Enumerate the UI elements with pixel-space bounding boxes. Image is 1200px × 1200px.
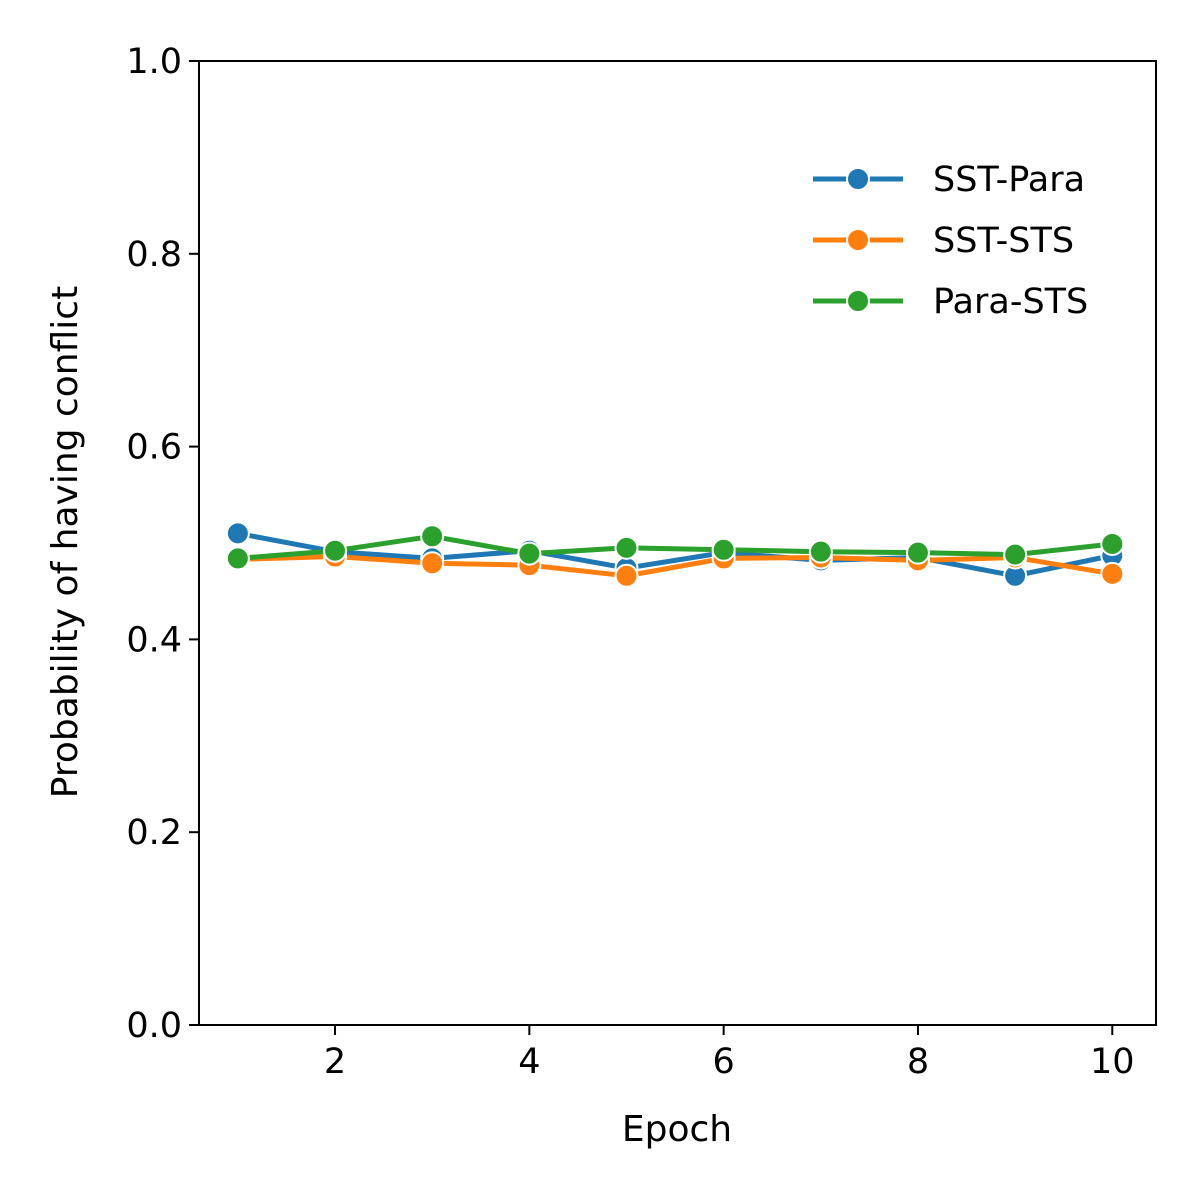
series-line-sst-para <box>237 530 1113 579</box>
data-point-para-sts <box>1003 542 1028 567</box>
series-line-para-sts <box>237 533 1113 561</box>
legend-entry-sst-para: SST-Para <box>813 160 1085 200</box>
y-tick-label: 0.6 <box>126 428 182 468</box>
data-point-sst-sts <box>614 563 639 588</box>
y-tick-label: 0.2 <box>126 813 182 853</box>
y-tick-label: 0.4 <box>126 620 182 660</box>
data-point-para-sts <box>905 540 930 565</box>
data-point-para-sts <box>711 537 736 562</box>
x-axis: 2 4 6 8 10 <box>324 1025 1135 1082</box>
legend: SST-Para SST-STS Para-STS <box>813 160 1088 322</box>
x-tick-label: 2 <box>324 1042 346 1082</box>
data-point-sst-para <box>225 521 250 546</box>
x-tick-label: 10 <box>1090 1042 1135 1082</box>
x-tick-label: 6 <box>713 1042 735 1082</box>
y-axis: 0.0 0.2 0.4 0.6 0.8 1.0 <box>126 42 199 1046</box>
data-point-para-sts <box>517 541 542 566</box>
series-para-sts <box>225 524 1125 571</box>
legend-entry-sst-sts: SST-STS <box>813 221 1074 261</box>
data-point-para-sts <box>420 524 445 549</box>
legend-marker-sst-para <box>846 167 870 191</box>
legend-label-sst-sts: SST-STS <box>933 221 1074 261</box>
series-layer <box>225 521 1125 588</box>
data-point-para-sts <box>1100 531 1125 556</box>
legend-entry-para-sts: Para-STS <box>813 282 1088 322</box>
y-tick-label: 0.0 <box>126 1006 182 1046</box>
legend-label-para-sts: Para-STS <box>933 282 1088 322</box>
x-axis-label: Epoch <box>622 1109 732 1150</box>
legend-label-sst-para: SST-Para <box>933 160 1085 200</box>
plot-area-frame <box>198 60 1157 1026</box>
data-point-sst-sts <box>1100 561 1125 586</box>
y-tick-label: 0.8 <box>126 235 182 275</box>
data-point-para-sts <box>323 538 348 563</box>
legend-marker-sst-sts <box>846 228 870 252</box>
x-tick-label: 4 <box>518 1042 540 1082</box>
data-point-sst-sts <box>420 551 445 576</box>
data-point-para-sts <box>614 535 639 560</box>
data-point-para-sts <box>225 546 250 571</box>
y-tick-label: 1.0 <box>126 42 182 82</box>
series-line-sst-sts <box>237 554 1113 579</box>
x-tick-label: 8 <box>907 1042 929 1082</box>
data-point-para-sts <box>808 539 833 564</box>
legend-marker-para-sts <box>846 289 870 313</box>
y-axis-label: Probability of having conflict <box>45 286 86 798</box>
